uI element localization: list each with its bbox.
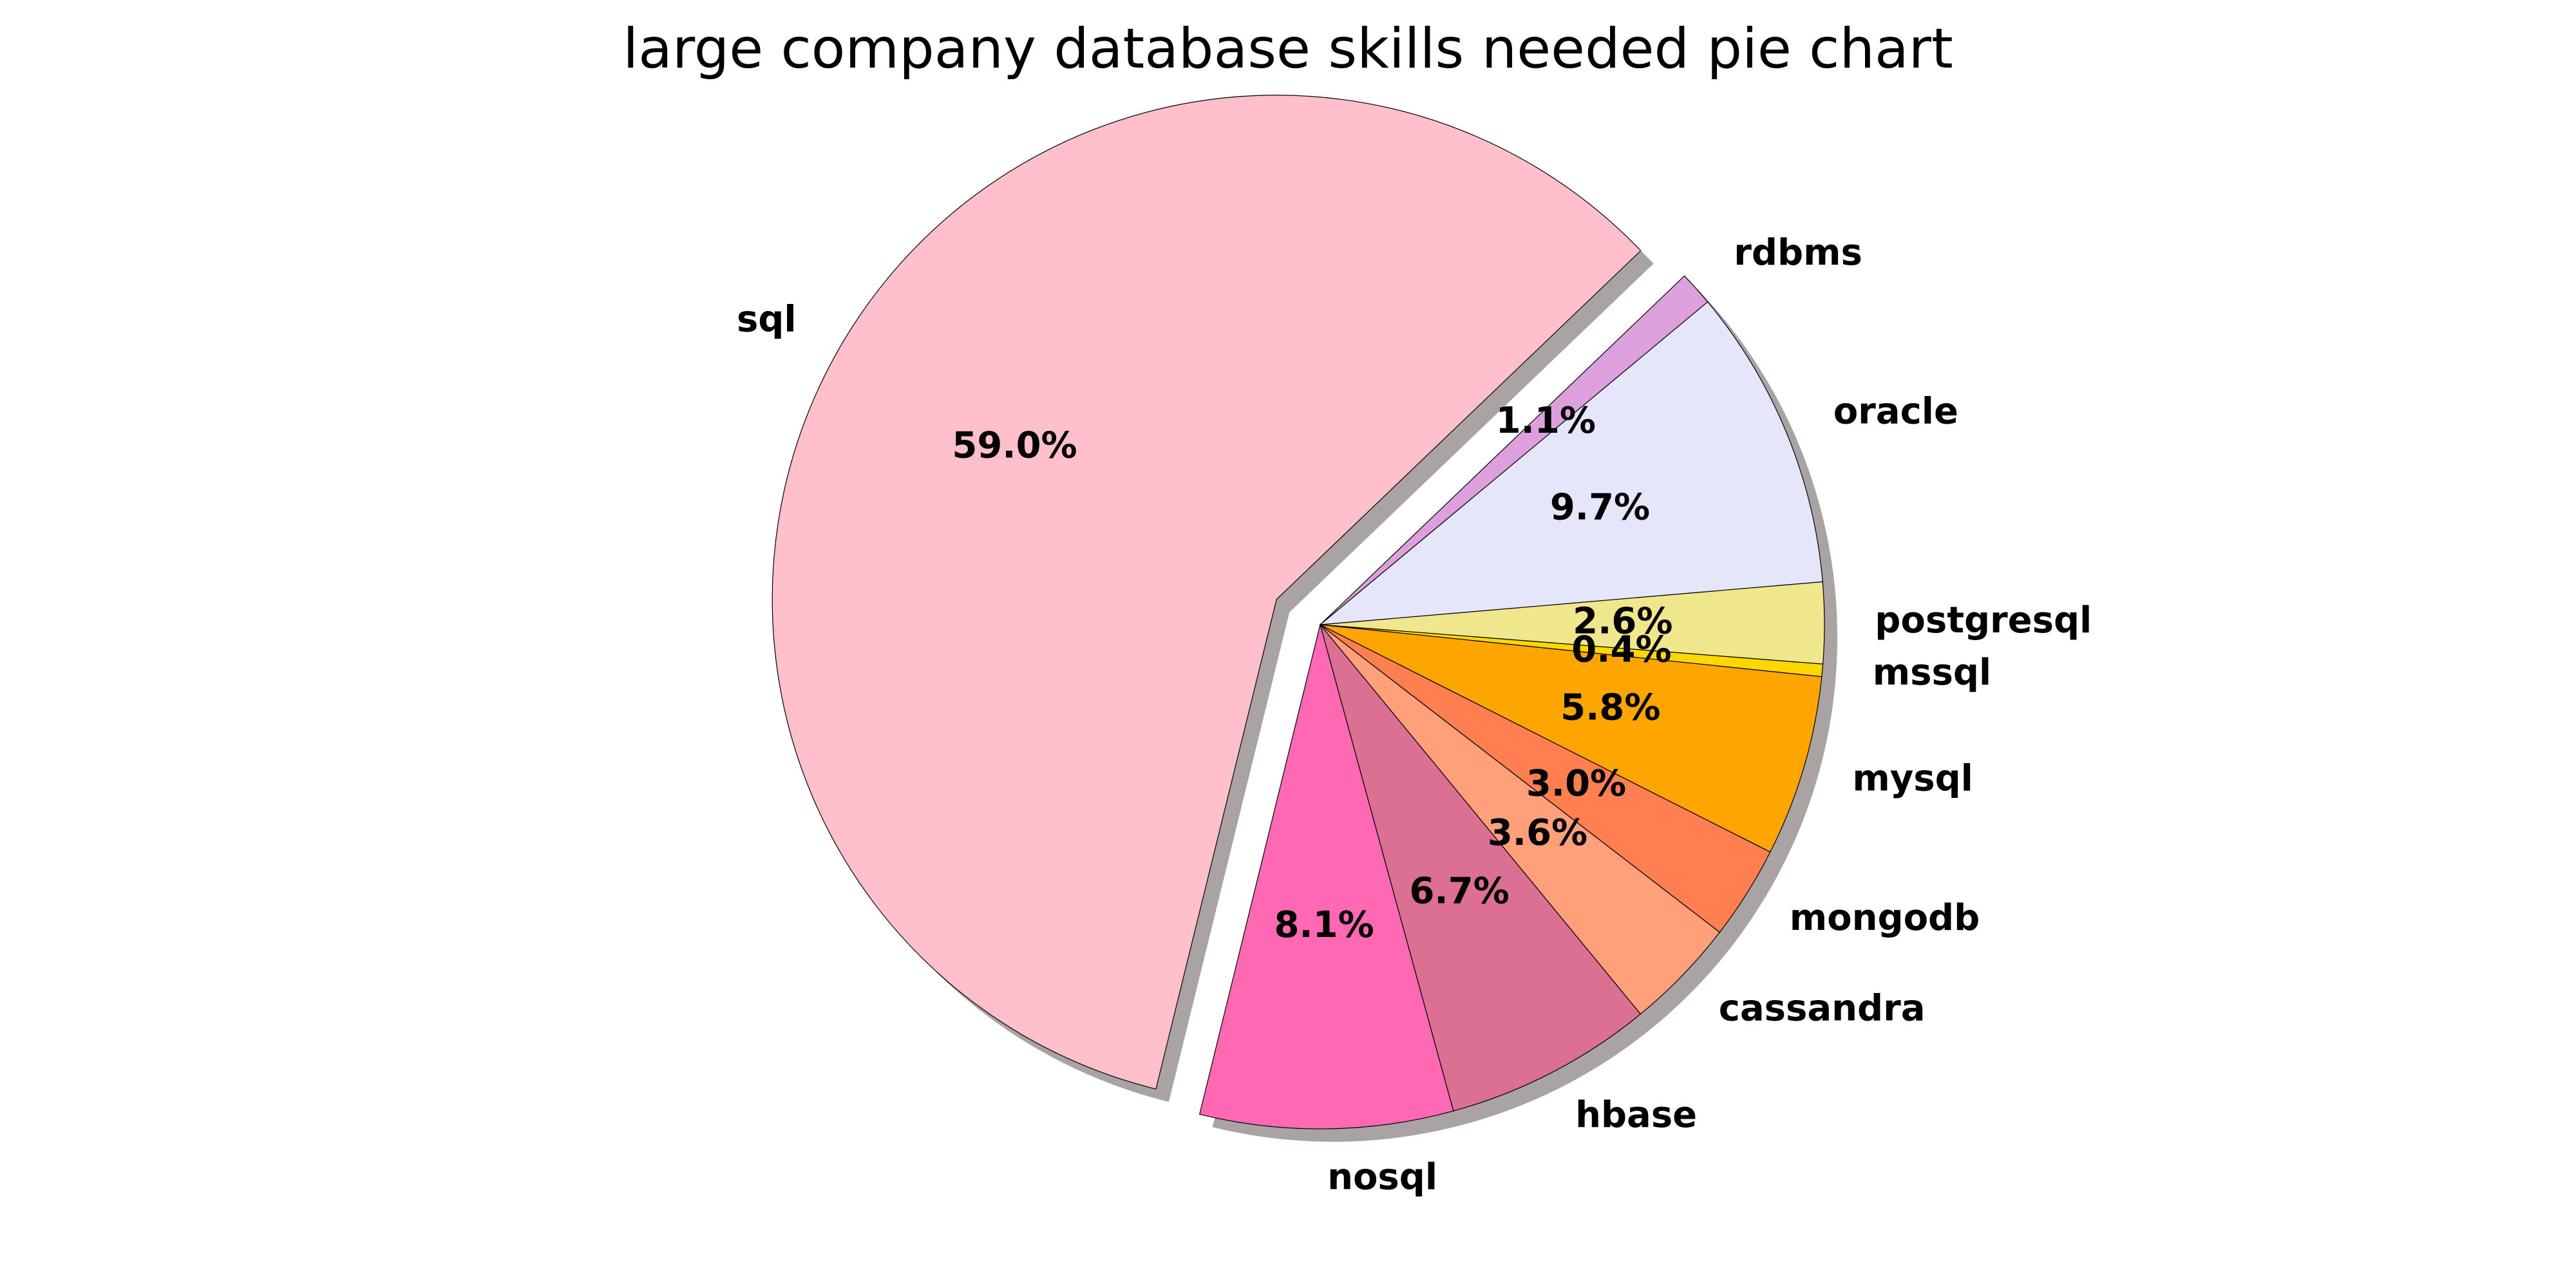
slice-percent-mssql: 0.4% — [1571, 629, 1671, 671]
slice-percent-postgresql: 2.6% — [1573, 601, 1672, 643]
slice-percent-oracle: 9.7% — [1550, 487, 1650, 529]
pie-slices — [772, 95, 1825, 1130]
slice-nosql — [1198, 623, 1454, 1130]
slice-label-sql: sql — [737, 299, 797, 341]
slice-rdbms — [1320, 275, 1709, 625]
slice-percent-hbase: 6.7% — [1409, 870, 1509, 912]
slice-percent-mysql: 5.8% — [1560, 686, 1660, 728]
slice-oracle — [1319, 301, 1823, 625]
slice-percent-sql: 59.0% — [952, 425, 1077, 467]
slice-label-rdbms: rdbms — [1734, 232, 1862, 274]
chart-title: large company database skills needed pie… — [623, 17, 1953, 81]
slice-label-oracle: oracle — [1833, 391, 1958, 433]
slice-label-nosql: nosql — [1327, 1156, 1437, 1198]
slice-label-postgresql: postgresql — [1875, 600, 2092, 641]
slice-label-hbase: hbase — [1575, 1094, 1697, 1136]
slice-label-cassandra: cassandra — [1719, 987, 1926, 1029]
slice-label-mongodb: mongodb — [1790, 897, 1980, 939]
slice-mysql — [1320, 624, 1823, 853]
pie-labels: sql 59.0% nosql 8.1% hbase 6.7% cassandra 3.6% m… — [737, 232, 2092, 1198]
slice-percent-cassandra: 3.6% — [1488, 812, 1587, 854]
slice-percent-rdbms: 1.1% — [1496, 400, 1596, 442]
slice-label-mysql: mysql — [1852, 758, 1973, 800]
slice-label-mssql: mssql — [1873, 652, 1991, 694]
slice-percent-mongodb: 3.0% — [1526, 762, 1626, 804]
slice-hbase — [1320, 624, 1642, 1111]
slice-percent-nosql: 8.1% — [1274, 904, 1374, 946]
slice-sql — [772, 95, 1642, 1090]
